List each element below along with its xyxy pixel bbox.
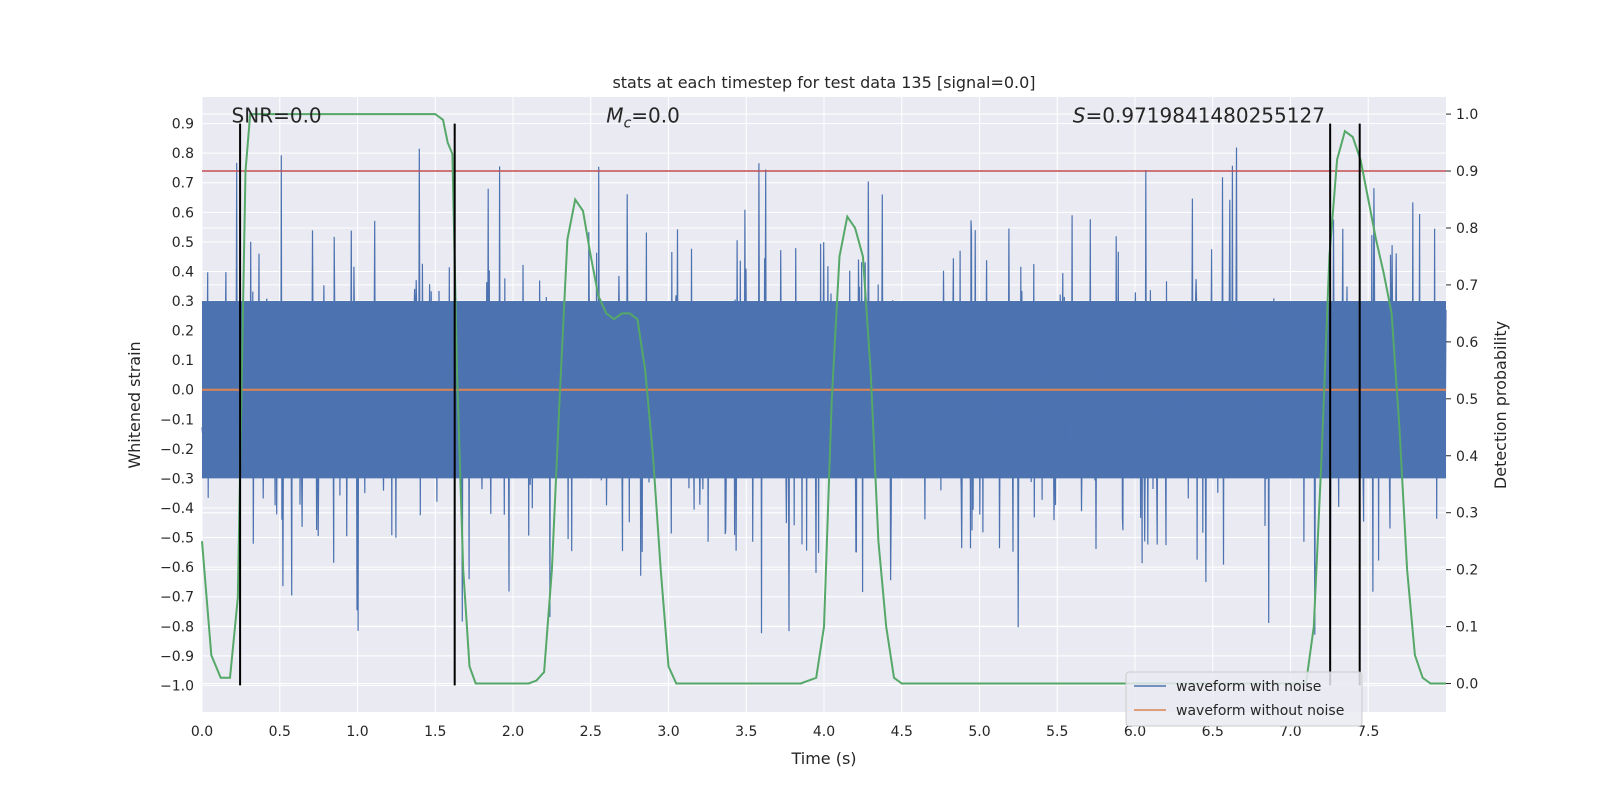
y-tick-label: −0.4 bbox=[160, 501, 194, 517]
y-tick-label: −0.5 bbox=[160, 531, 194, 547]
annotations: SNR=0.0 Mc=0.0 S=0.9719841480255127 bbox=[232, 104, 1325, 132]
x-axis-label: Time (s) bbox=[790, 749, 856, 768]
y-tick-label: −0.3 bbox=[160, 471, 194, 487]
x-tick-label: 5.0 bbox=[968, 724, 990, 740]
legend-box bbox=[1125, 671, 1363, 727]
x-tick-label: 2.5 bbox=[580, 724, 602, 740]
y-axis-label-right: Detection probability bbox=[1491, 321, 1510, 489]
y-tick-label: 0.0 bbox=[172, 383, 194, 399]
y-right-tick-label: 0.3 bbox=[1456, 506, 1478, 522]
y-tick-label: 0.8 bbox=[172, 146, 194, 162]
x-tick-label: 0.5 bbox=[269, 724, 291, 740]
y-tick-label: −0.6 bbox=[160, 560, 194, 576]
annotation-2: S=0.9719841480255127 bbox=[1073, 104, 1325, 128]
annotation-1: Mc=0.0 bbox=[606, 104, 680, 132]
x-tick-label: 0.0 bbox=[191, 724, 213, 740]
y-right-tick-label: 0.8 bbox=[1456, 221, 1478, 237]
noise-line bbox=[201, 147, 1447, 635]
y-right-tick-label: 0.5 bbox=[1456, 392, 1478, 408]
probability-line bbox=[201, 113, 1446, 685]
y-tick-label: 0.2 bbox=[172, 324, 194, 340]
x-tick-label: 2.0 bbox=[502, 724, 524, 740]
detection-probability-series bbox=[201, 113, 1446, 685]
x-tick-label: 1.5 bbox=[424, 724, 446, 740]
y-tick-label: 0.6 bbox=[172, 205, 194, 221]
y-tick-label: −0.2 bbox=[160, 442, 194, 458]
y-tick-label: −0.1 bbox=[160, 412, 194, 428]
detection-markers bbox=[239, 123, 1361, 686]
left-y-axis-ticks: 0.9 0.8 0.7 0.6 0.5 0.4 0.3 0.2 0.1 0.0 −0.1 −0.2 −0… bbox=[160, 117, 194, 695]
x-tick-label: 4.0 bbox=[813, 724, 835, 740]
y-tick-label: −1.0 bbox=[160, 678, 194, 694]
x-tick-label: 6.0 bbox=[1124, 724, 1146, 740]
y-right-tick-label: 0.4 bbox=[1456, 449, 1478, 465]
y-right-tick-label: 0.2 bbox=[1456, 563, 1478, 579]
y-tick-label: 0.3 bbox=[172, 294, 194, 310]
y-tick-label: 0.5 bbox=[172, 235, 194, 251]
x-tick-label: 7.0 bbox=[1279, 724, 1301, 740]
x-tick-label: 1.0 bbox=[346, 724, 368, 740]
right-y-axis-ticks: 1.0 0.9 0.8 0.7 0.6 0.5 0.4 0.3 0.2 0.1 0.0 bbox=[1446, 107, 1478, 693]
y-right-tick-label: 0.9 bbox=[1456, 164, 1478, 180]
y-axis-label: Whitened strain bbox=[125, 341, 144, 468]
x-tick-label: 3.5 bbox=[735, 724, 757, 740]
annotation-0: SNR=0.0 bbox=[232, 104, 322, 128]
y-tick-label: 0.9 bbox=[172, 117, 194, 133]
x-axis-ticks: 0.0 0.5 1.0 1.5 2.0 2.5 3.0 3.5 4.0 4.5 5.0 5.5 6.0 6… bbox=[191, 724, 1380, 740]
x-tick-label: 4.5 bbox=[891, 724, 913, 740]
y-tick-label: 0.4 bbox=[172, 264, 194, 280]
y-right-tick-label: 0.0 bbox=[1456, 677, 1478, 693]
x-tick-label: 5.5 bbox=[1046, 724, 1068, 740]
legend-label-noise: waveform with noise bbox=[1176, 679, 1321, 695]
y-tick-label: −0.8 bbox=[160, 619, 194, 635]
y-tick-label: 0.1 bbox=[172, 353, 194, 369]
x-tick-label: 7.5 bbox=[1357, 724, 1379, 740]
y-right-tick-label: 0.6 bbox=[1456, 335, 1478, 351]
y-right-tick-label: 0.7 bbox=[1456, 278, 1478, 294]
x-tick-label: 6.5 bbox=[1202, 724, 1224, 740]
chart-title: stats at each timestep for test data 135… bbox=[612, 73, 1035, 92]
y-right-tick-label: 0.1 bbox=[1456, 620, 1478, 636]
x-tick-label: 3.0 bbox=[657, 724, 679, 740]
y-tick-label: −0.9 bbox=[160, 649, 194, 665]
y-tick-label: 0.7 bbox=[172, 176, 194, 192]
y-tick-label: −0.7 bbox=[160, 590, 194, 606]
legend: waveform with noise waveform without noi… bbox=[1125, 671, 1363, 727]
y-right-tick-label: 1.0 bbox=[1456, 107, 1478, 123]
legend-label-clean: waveform without noise bbox=[1176, 703, 1344, 719]
